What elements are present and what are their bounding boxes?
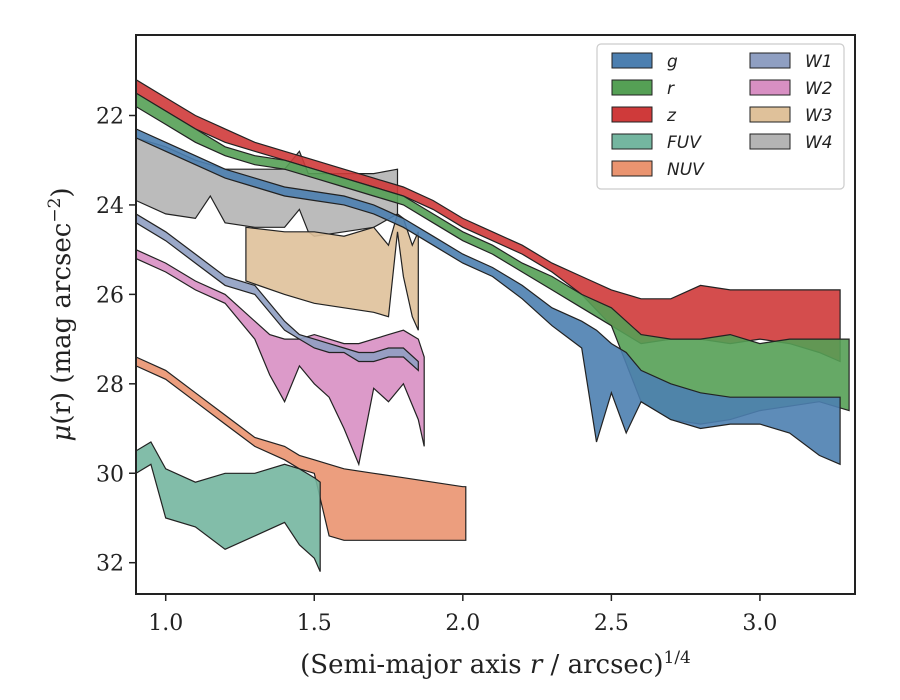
y-tick-label: 22 (96, 104, 124, 129)
legend-swatch-W1 (749, 52, 791, 69)
band-r (136, 92, 850, 425)
legend-swatch-r (611, 79, 653, 96)
legend-swatch-NUV (611, 160, 653, 177)
band-W1 (136, 213, 419, 372)
legend-label-FUV: FUV (667, 133, 702, 153)
x-tick-label: 2.0 (445, 611, 480, 636)
legend-label-z: z (666, 106, 677, 126)
ticks-layer: 1.0 1.5 2.0 2.5 3.0 22 24 26 28 30 32 (96, 104, 777, 636)
band-W3 (245, 212, 419, 331)
band-FUV (136, 441, 321, 572)
legend-swatch-W3 (749, 106, 791, 123)
legend-swatch-FUV (611, 133, 653, 150)
legend-swatch-z (611, 106, 653, 123)
x-tick-label: 2.5 (594, 611, 629, 636)
y-tick-label: 28 (96, 373, 124, 398)
legend-swatch-g (611, 52, 653, 69)
y-tick-label: 32 (96, 552, 124, 577)
x-tick-label: 3.0 (742, 611, 777, 636)
x-tick-label: 1.5 (297, 611, 332, 636)
legend: grz FUV NUV W1 W2 W3 W4 (596, 43, 845, 190)
legend-label-NUV: NUV (667, 160, 705, 180)
y-tick-label: 24 (96, 194, 124, 219)
legend-swatch-W2 (749, 79, 791, 96)
band-g (136, 128, 841, 466)
legend-label-W3: W3 (805, 106, 833, 126)
series-layer (136, 78, 850, 572)
legend-label-r: r (667, 79, 675, 99)
y-tick-label: 30 (96, 462, 124, 487)
band-W2 (136, 249, 425, 467)
y-axis-label: μ(r) (mag arcsec−2) (45, 187, 77, 441)
x-axis-label: (Semi-major axis r / arcsec)1/4 (300, 648, 691, 680)
x-tick-label: 1.0 (148, 611, 183, 636)
legend-swatch-W4 (749, 133, 791, 150)
legend-label-W2: W2 (805, 79, 833, 99)
plot-frame (135, 34, 856, 595)
legend-label-W4: W4 (805, 133, 833, 153)
band-NUV (136, 356, 467, 541)
y-tick-label: 26 (96, 283, 124, 308)
legend-label-g: g (667, 52, 678, 72)
legend-label-W1: W1 (805, 52, 833, 72)
